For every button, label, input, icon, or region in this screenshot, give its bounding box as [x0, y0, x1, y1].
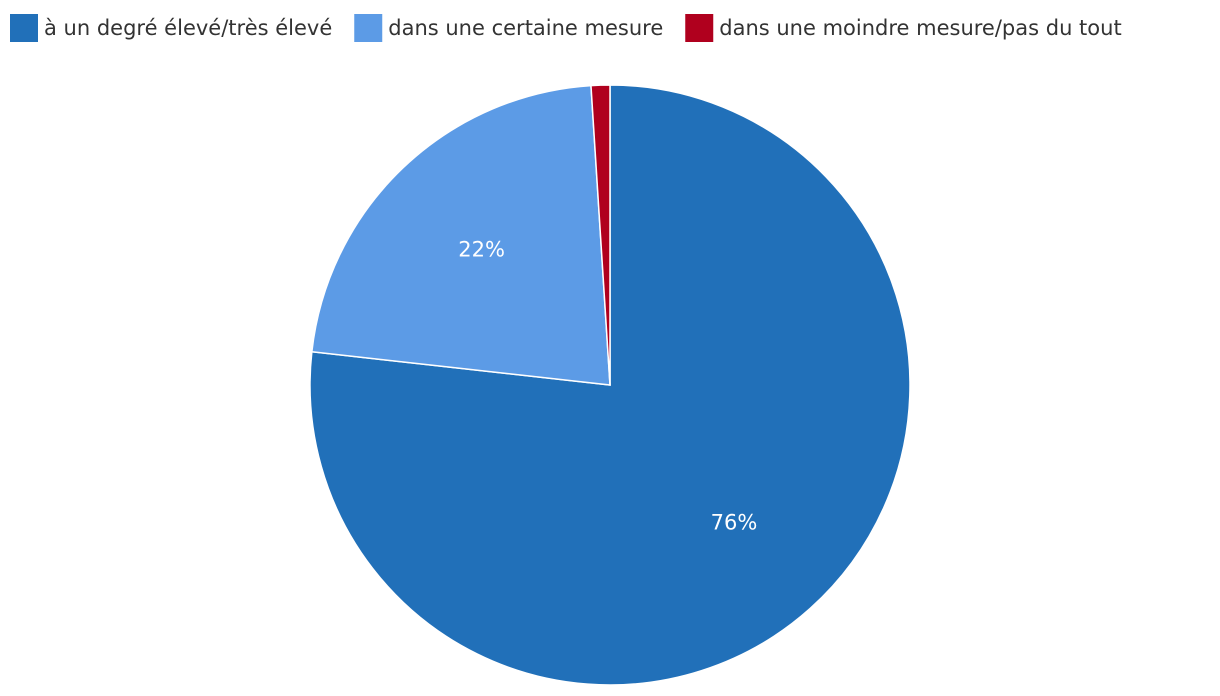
legend-label: à un degré élevé/très élevé	[44, 16, 332, 40]
legend-label: dans une certaine mesure	[388, 16, 663, 40]
value-label: 22%	[458, 237, 505, 261]
value-label: 76%	[711, 511, 758, 535]
legend-label: dans une moindre mesure/pas du tout	[719, 16, 1121, 40]
legend-swatch	[354, 14, 383, 42]
legend-swatch	[685, 14, 714, 42]
pie-slice	[311, 84, 611, 386]
legend-swatch	[10, 14, 38, 42]
pie-slice	[590, 84, 611, 386]
